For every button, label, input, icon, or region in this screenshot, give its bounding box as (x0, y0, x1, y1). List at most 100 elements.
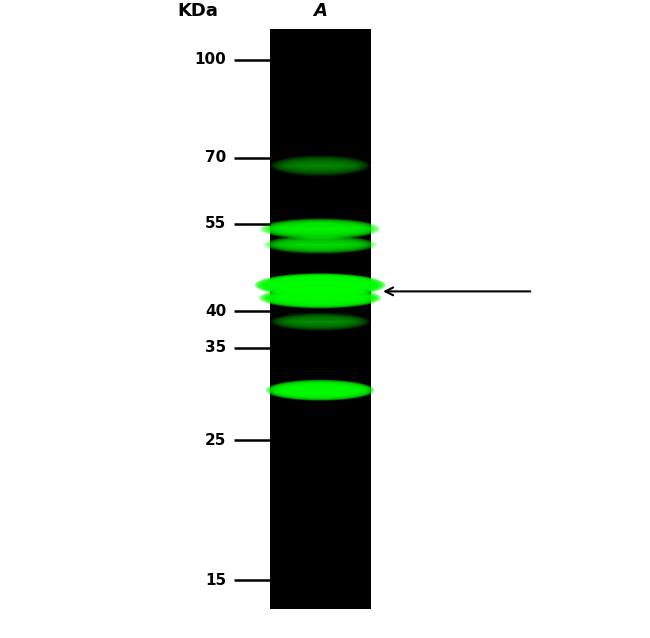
Ellipse shape (260, 218, 380, 239)
Ellipse shape (282, 295, 358, 301)
Ellipse shape (257, 274, 384, 296)
Ellipse shape (273, 223, 367, 235)
Ellipse shape (271, 222, 369, 236)
Ellipse shape (278, 315, 362, 328)
Ellipse shape (261, 288, 380, 308)
Ellipse shape (271, 237, 369, 251)
Ellipse shape (271, 278, 369, 292)
Ellipse shape (279, 293, 361, 302)
Ellipse shape (263, 235, 377, 254)
Ellipse shape (276, 315, 365, 329)
Ellipse shape (280, 225, 361, 234)
Ellipse shape (259, 274, 382, 295)
Ellipse shape (272, 292, 368, 304)
Ellipse shape (277, 315, 363, 329)
Ellipse shape (281, 385, 359, 396)
Ellipse shape (285, 387, 356, 394)
Ellipse shape (265, 220, 376, 238)
Ellipse shape (267, 278, 373, 293)
Ellipse shape (283, 241, 357, 248)
Text: 100: 100 (194, 52, 226, 67)
Ellipse shape (276, 157, 365, 174)
Text: 70: 70 (205, 150, 226, 165)
Ellipse shape (283, 283, 357, 288)
Ellipse shape (281, 241, 359, 248)
Ellipse shape (273, 382, 367, 398)
Ellipse shape (272, 238, 368, 251)
Ellipse shape (284, 295, 356, 300)
Ellipse shape (280, 241, 360, 249)
Ellipse shape (281, 282, 359, 288)
Ellipse shape (283, 226, 358, 232)
Ellipse shape (272, 382, 369, 399)
Ellipse shape (277, 239, 363, 249)
Ellipse shape (266, 290, 374, 306)
Ellipse shape (290, 297, 350, 299)
Ellipse shape (283, 386, 357, 394)
Text: 40: 40 (205, 304, 226, 319)
Ellipse shape (274, 383, 366, 397)
Ellipse shape (271, 156, 369, 175)
Ellipse shape (291, 228, 350, 230)
Ellipse shape (270, 382, 370, 399)
Ellipse shape (274, 223, 366, 235)
Ellipse shape (269, 278, 371, 292)
Ellipse shape (293, 389, 347, 391)
Ellipse shape (270, 313, 370, 331)
Ellipse shape (281, 294, 359, 302)
Ellipse shape (265, 236, 376, 253)
Text: KDa: KDa (178, 3, 218, 20)
Ellipse shape (276, 223, 364, 234)
Ellipse shape (281, 225, 359, 233)
Text: 15: 15 (205, 573, 226, 588)
Ellipse shape (285, 295, 355, 300)
Ellipse shape (270, 221, 370, 236)
Ellipse shape (266, 221, 374, 237)
Ellipse shape (267, 380, 373, 400)
Ellipse shape (274, 239, 366, 251)
Ellipse shape (255, 273, 385, 297)
Ellipse shape (279, 240, 361, 249)
Ellipse shape (278, 281, 362, 290)
Ellipse shape (295, 165, 345, 167)
Ellipse shape (259, 287, 381, 308)
Ellipse shape (263, 288, 378, 308)
Ellipse shape (266, 380, 374, 401)
Ellipse shape (263, 219, 377, 239)
Ellipse shape (278, 224, 363, 234)
Ellipse shape (280, 281, 361, 289)
Ellipse shape (288, 387, 352, 393)
Ellipse shape (272, 279, 368, 291)
Ellipse shape (268, 381, 372, 399)
Ellipse shape (272, 156, 368, 175)
Text: 35: 35 (205, 341, 226, 355)
Ellipse shape (270, 291, 370, 305)
Ellipse shape (260, 275, 380, 295)
Ellipse shape (269, 290, 371, 305)
Ellipse shape (262, 276, 378, 295)
Ellipse shape (264, 289, 376, 307)
Ellipse shape (276, 292, 365, 303)
Ellipse shape (279, 384, 361, 396)
Ellipse shape (270, 155, 370, 176)
Ellipse shape (276, 383, 364, 397)
Ellipse shape (274, 314, 366, 330)
Text: A: A (313, 3, 328, 20)
Ellipse shape (295, 321, 345, 323)
Ellipse shape (274, 279, 366, 290)
Ellipse shape (276, 280, 364, 290)
Ellipse shape (282, 385, 358, 395)
Ellipse shape (264, 276, 376, 294)
Ellipse shape (278, 293, 363, 302)
Ellipse shape (265, 277, 375, 293)
Ellipse shape (267, 290, 373, 306)
Ellipse shape (268, 221, 372, 237)
Ellipse shape (274, 292, 367, 304)
Text: 25: 25 (205, 433, 226, 448)
Ellipse shape (292, 244, 348, 246)
Ellipse shape (268, 237, 372, 253)
Ellipse shape (272, 313, 368, 330)
Ellipse shape (270, 237, 370, 252)
Ellipse shape (271, 313, 369, 330)
Bar (270, 29, 370, 609)
